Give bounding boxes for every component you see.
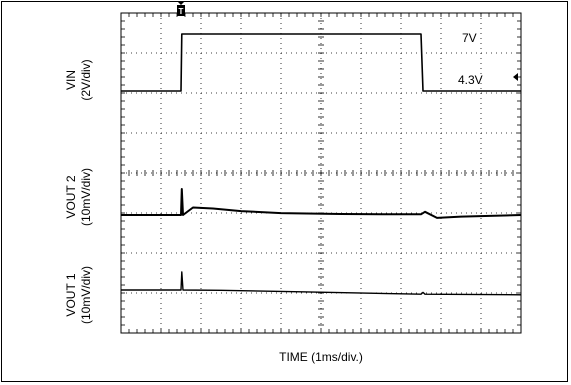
vout1-channel-label: VOUT 1 (10mV/div)	[64, 266, 93, 324]
vin-channel-label: VIN (2V/div)	[64, 59, 93, 100]
vout2-name: VOUT 2	[64, 175, 78, 218]
vout1-name: VOUT 1	[64, 273, 78, 316]
x-axis-label: TIME (1ms/div.)	[279, 350, 363, 364]
trigger-arrow-icon	[177, 1, 185, 5]
trigger-label: T	[179, 7, 184, 16]
plot-border	[120, 12, 522, 334]
vin-scale: (2V/div)	[79, 59, 93, 100]
vin-name: VIN	[64, 70, 78, 90]
vin-low-level-label: 4.3V	[458, 73, 483, 87]
vout2-channel-label: VOUT 2 (10mV/div)	[64, 168, 93, 226]
ground-marker-icon	[513, 73, 518, 81]
traces	[121, 33, 522, 296]
trigger-marker: T	[177, 1, 185, 16]
vout2-trace	[121, 188, 522, 219]
vin-trace	[121, 33, 521, 92]
vout2-scale: (10mV/div)	[79, 168, 93, 226]
vout1-trace	[121, 271, 522, 296]
trigger-box	[177, 5, 185, 16]
vout1-scale: (10mV/div)	[79, 266, 93, 324]
vin-high-level-label: 7V	[462, 31, 477, 45]
